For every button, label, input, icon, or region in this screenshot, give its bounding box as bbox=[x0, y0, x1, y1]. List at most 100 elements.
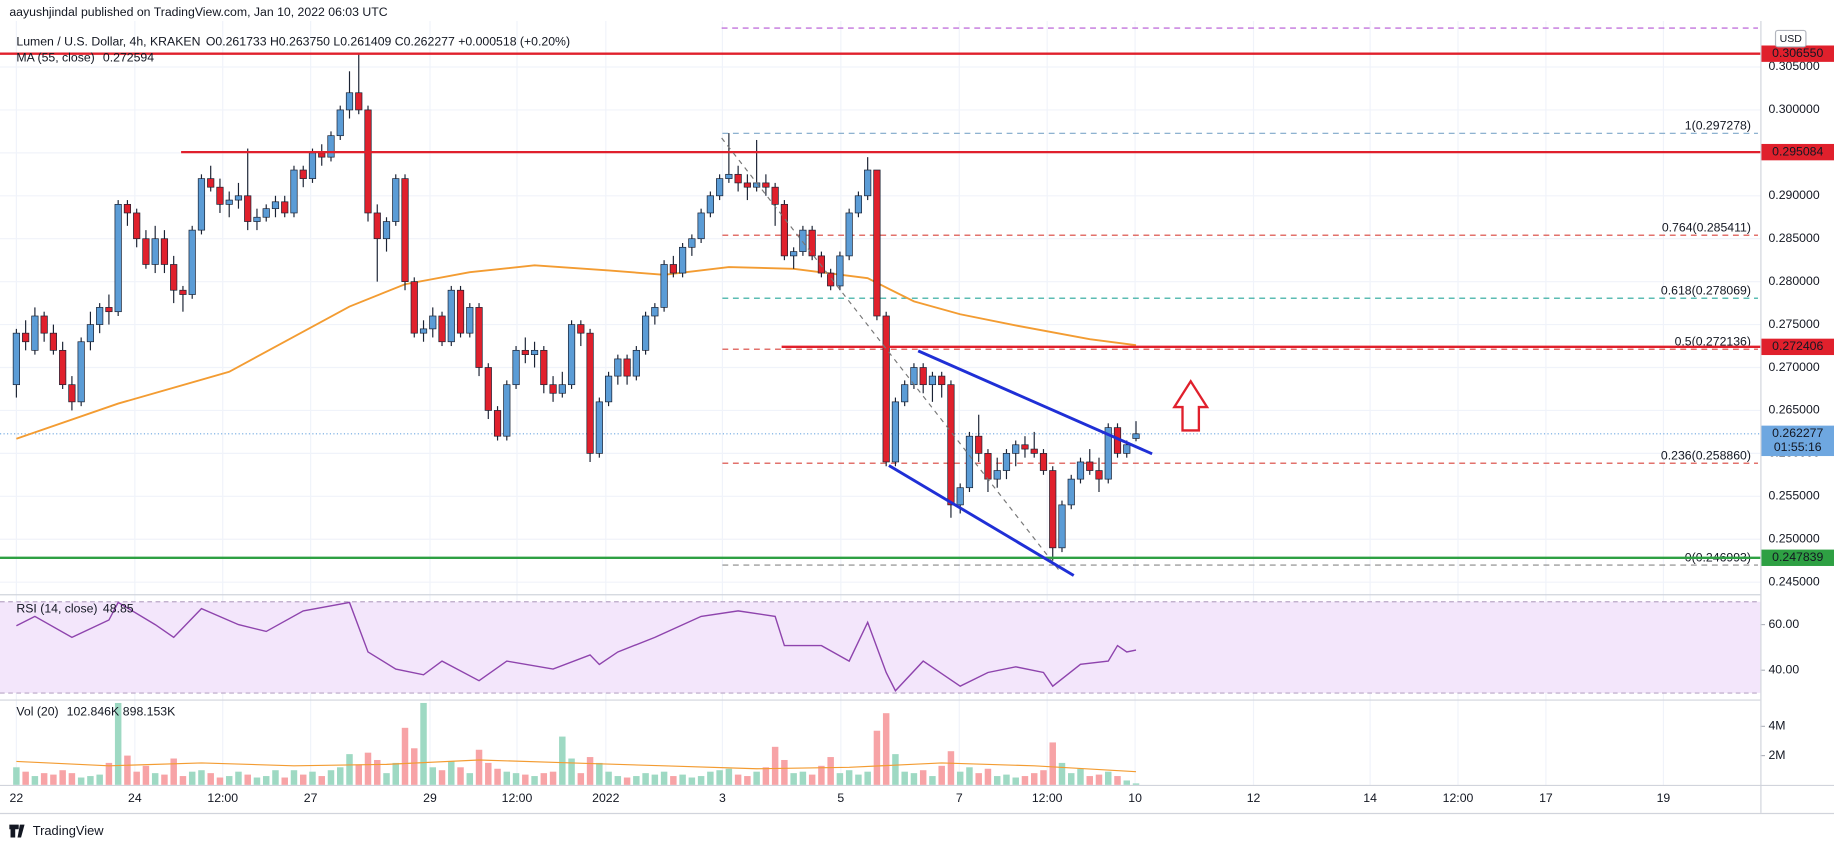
volume-bar bbox=[1040, 770, 1047, 785]
volume-bar bbox=[882, 713, 890, 785]
volume-bar bbox=[540, 773, 548, 785]
candle-body bbox=[1058, 504, 1066, 549]
volume-bar bbox=[281, 777, 288, 785]
level-label-box bbox=[1761, 45, 1834, 62]
volume-bar bbox=[40, 773, 48, 785]
candle-body bbox=[271, 201, 280, 210]
volume-bar bbox=[1030, 773, 1038, 785]
candle-body bbox=[410, 281, 418, 334]
volume-bar bbox=[549, 771, 557, 785]
volume-bar bbox=[827, 757, 834, 785]
volume-bar bbox=[327, 770, 335, 785]
candle-body bbox=[299, 169, 307, 179]
volume-bar bbox=[993, 776, 1001, 785]
candle-body bbox=[392, 178, 400, 222]
candle-body bbox=[373, 212, 381, 240]
x-tick-label: 7 bbox=[956, 791, 963, 805]
x-tick-label: 19 bbox=[1657, 791, 1671, 805]
volume-bar bbox=[374, 759, 381, 785]
grid: 22 24 12:00 27 29 12:00 2022 3 5 7 12:00 10 12 14 12:0… bbox=[0, 21, 1820, 805]
volume-bar bbox=[633, 776, 640, 785]
volume-bar bbox=[670, 776, 677, 785]
fib-label: 1(0.297278) bbox=[1685, 119, 1751, 133]
candle-body bbox=[401, 178, 409, 282]
volume-tick-label: 2M bbox=[1769, 748, 1786, 762]
candle-body bbox=[854, 195, 863, 214]
volume-bar bbox=[568, 758, 575, 785]
candle-body bbox=[308, 152, 317, 179]
x-tick-label: 17 bbox=[1539, 791, 1553, 805]
volume-bar bbox=[938, 765, 945, 785]
volume-bar bbox=[966, 767, 973, 785]
volume-bar bbox=[142, 765, 150, 785]
volume-bar bbox=[77, 777, 85, 785]
volume-bar bbox=[299, 774, 307, 785]
fib-label: 0.236(0.258860) bbox=[1661, 448, 1751, 462]
candle-body bbox=[77, 341, 85, 403]
candle-body bbox=[318, 152, 326, 158]
volume-bar bbox=[161, 774, 168, 785]
candle-body bbox=[262, 208, 270, 218]
volume-bar bbox=[355, 764, 362, 785]
volume-bar bbox=[392, 762, 400, 785]
volume-bar bbox=[411, 748, 418, 785]
y-tick-label: 0.255000 bbox=[1769, 489, 1820, 503]
volume-bar bbox=[124, 755, 131, 785]
volume-bar bbox=[799, 771, 807, 785]
candle-body bbox=[336, 109, 344, 137]
x-tick-label: 24 bbox=[128, 791, 142, 805]
candle-body bbox=[965, 435, 974, 489]
ma-legend: MA (55, close) bbox=[16, 51, 94, 65]
candle-body bbox=[975, 435, 983, 454]
candle-body bbox=[1076, 461, 1085, 480]
volume-bar bbox=[151, 773, 159, 785]
volume-bar bbox=[688, 777, 696, 785]
volume-bar bbox=[808, 774, 816, 785]
fib-label: 0.5(0.272136) bbox=[1675, 334, 1751, 348]
volume-bar bbox=[512, 773, 520, 785]
up-arrow bbox=[1172, 379, 1210, 432]
volume-bar bbox=[96, 774, 103, 785]
x-tick-label: 22 bbox=[10, 791, 24, 805]
volume-bar bbox=[466, 773, 474, 785]
candle-body bbox=[993, 470, 1001, 480]
candle-body bbox=[234, 195, 243, 201]
volume-bar bbox=[586, 757, 594, 785]
volume-bar bbox=[781, 759, 788, 785]
volume-bar bbox=[188, 771, 196, 785]
candle-body bbox=[604, 375, 613, 403]
candle-body bbox=[188, 229, 196, 295]
candle-body bbox=[864, 169, 872, 197]
volume-bar bbox=[133, 771, 140, 785]
volume-tick-label: 4M bbox=[1769, 719, 1786, 733]
candle-body bbox=[364, 109, 372, 214]
candle-body bbox=[429, 315, 437, 330]
logo bbox=[9, 824, 25, 838]
candle-body bbox=[142, 238, 150, 265]
volume-bar bbox=[614, 776, 622, 785]
volume-bar bbox=[910, 773, 918, 785]
candle-body bbox=[521, 349, 529, 355]
volume-bar bbox=[1049, 742, 1056, 785]
candle-body bbox=[614, 358, 622, 377]
candle-body bbox=[845, 212, 853, 257]
candle-body bbox=[225, 199, 233, 205]
candle-body bbox=[530, 349, 539, 355]
candle-body bbox=[688, 238, 696, 248]
x-tick-label: 12:00 bbox=[207, 791, 238, 805]
candle-body bbox=[456, 289, 465, 334]
x-tick-label: 2022 bbox=[592, 791, 619, 805]
plot: 1(0.297278) 0.764(0.285411) 0.618(0.278069… bbox=[0, 45, 1834, 785]
volume-bar bbox=[262, 776, 270, 785]
volume-bar bbox=[198, 770, 205, 785]
volume-bar bbox=[1095, 774, 1103, 785]
rsi-last: 48.85 bbox=[103, 602, 134, 616]
candle-body bbox=[1021, 444, 1029, 450]
volume-bar bbox=[50, 774, 57, 785]
level-label-box bbox=[1761, 143, 1834, 161]
volume-bar bbox=[207, 773, 214, 785]
volume-bar bbox=[1086, 776, 1093, 785]
candle-body bbox=[22, 332, 30, 343]
volume-bar bbox=[429, 767, 437, 785]
volume-bar bbox=[1132, 783, 1140, 785]
